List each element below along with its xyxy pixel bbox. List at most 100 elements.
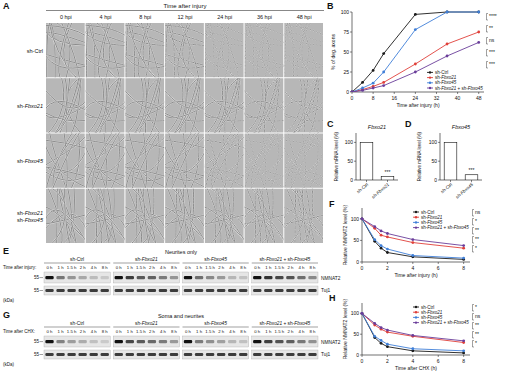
neurite-halo — [128, 23, 134, 77]
tuj1-band — [78, 289, 86, 292]
neurite — [136, 189, 138, 243]
neurite-halo — [245, 167, 284, 177]
series-marker — [361, 312, 364, 315]
neurite — [86, 54, 125, 69]
neurite — [205, 89, 244, 108]
neurite — [46, 25, 85, 36]
significance: *** — [469, 167, 475, 173]
x-tick-label: 2 — [386, 358, 389, 364]
nmnat2-band — [206, 276, 214, 279]
neurite-halo — [126, 23, 130, 77]
series-marker — [380, 234, 383, 237]
group-label: sh-Fbxo21 — [135, 321, 158, 326]
neurite — [269, 134, 278, 188]
y-tick-label: 100 — [351, 216, 360, 222]
significance: *** — [385, 169, 391, 175]
neurite — [284, 54, 323, 66]
neurite-halo — [168, 23, 174, 77]
tuj1-band — [148, 353, 156, 356]
series-marker — [462, 247, 465, 250]
nmnat2-band — [159, 340, 167, 343]
group-label: sh-Ctrl — [70, 321, 84, 326]
series-line — [352, 12, 479, 92]
mw-tick — [40, 341, 44, 342]
band-label: Tuj1 — [321, 352, 330, 357]
significance: * — [475, 218, 477, 224]
neurite — [284, 89, 323, 108]
series-line — [352, 42, 479, 92]
neurite-halo — [92, 134, 122, 188]
neurite — [166, 23, 170, 77]
significance: ** — [475, 236, 479, 242]
neurite — [205, 54, 244, 69]
series-marker — [462, 339, 465, 342]
neurite — [284, 189, 315, 243]
x-axis — [352, 92, 484, 93]
y-tick-label: 50 — [431, 158, 437, 164]
series-marker — [411, 347, 414, 350]
lane-label: 1 h — [196, 329, 203, 334]
legend-swatch — [413, 312, 419, 313]
neurite-halo — [284, 54, 323, 66]
neurite-halo — [284, 89, 323, 108]
neurite-halo — [248, 23, 254, 77]
legend-marker — [429, 82, 431, 84]
x-tick-label: 40 — [455, 95, 461, 101]
tuj1-band — [297, 353, 305, 356]
neurite — [165, 89, 204, 108]
micrograph-content — [245, 134, 284, 188]
series-marker — [361, 89, 364, 92]
figure-canvas: B0255075100081624324048Time after injury… — [0, 0, 520, 383]
neurite — [89, 23, 95, 77]
neurite — [285, 134, 317, 188]
nmnat2-band — [56, 276, 64, 279]
bar-chart: CFbxo21050100Relative mRNA level (%)sh-C… — [327, 119, 398, 199]
neurite — [249, 189, 264, 243]
lane-label: 4 h — [91, 265, 98, 270]
lane-label: 4 h — [160, 329, 167, 334]
neurite-halo — [86, 23, 90, 77]
neurite-halo — [259, 23, 278, 77]
neurite-halo — [284, 25, 323, 36]
group-rule — [183, 327, 249, 328]
y-tick — [350, 72, 352, 73]
neurite — [215, 189, 217, 243]
legend-marker — [429, 76, 431, 78]
group-label: sh-Ctrl — [70, 257, 84, 262]
nmnat2-band — [239, 276, 247, 279]
series-line — [362, 313, 464, 340]
blot-strip — [113, 336, 179, 347]
lane-label: 1.5 h — [136, 329, 146, 334]
series-line — [362, 313, 464, 353]
series-marker — [462, 349, 465, 352]
blot-strip — [252, 336, 318, 347]
series-marker — [351, 91, 354, 92]
series-marker — [380, 342, 383, 345]
lane-label: 4 h — [298, 265, 305, 270]
plot-data — [361, 217, 465, 260]
legend-swatch — [413, 227, 419, 228]
micrograph-content — [205, 134, 244, 188]
series-line — [362, 219, 464, 260]
neurite-halo — [284, 167, 323, 177]
legend-marker — [429, 87, 431, 89]
significance-bracket — [473, 237, 475, 244]
text-run: Fbxo45 — [452, 124, 471, 130]
legend-marker — [415, 216, 417, 218]
x-tick-label: 16 — [391, 95, 397, 101]
y-tick-label: 50 — [353, 331, 359, 337]
lane-label: 1 h — [58, 265, 65, 270]
neurite-halo — [265, 78, 282, 132]
x-tick-label: 32 — [434, 95, 440, 101]
neurite — [208, 23, 214, 77]
neurite-halo — [208, 23, 237, 77]
nmnat2-band — [308, 276, 316, 279]
text-run: + sh- — [442, 320, 454, 325]
legend-swatch — [413, 217, 419, 218]
neurite-halo — [206, 23, 210, 77]
nmnat2-band — [308, 340, 316, 343]
blot-strip — [113, 272, 179, 283]
neurite-halo — [46, 89, 85, 108]
tuj1-band — [101, 353, 109, 356]
significance: * — [475, 304, 477, 310]
